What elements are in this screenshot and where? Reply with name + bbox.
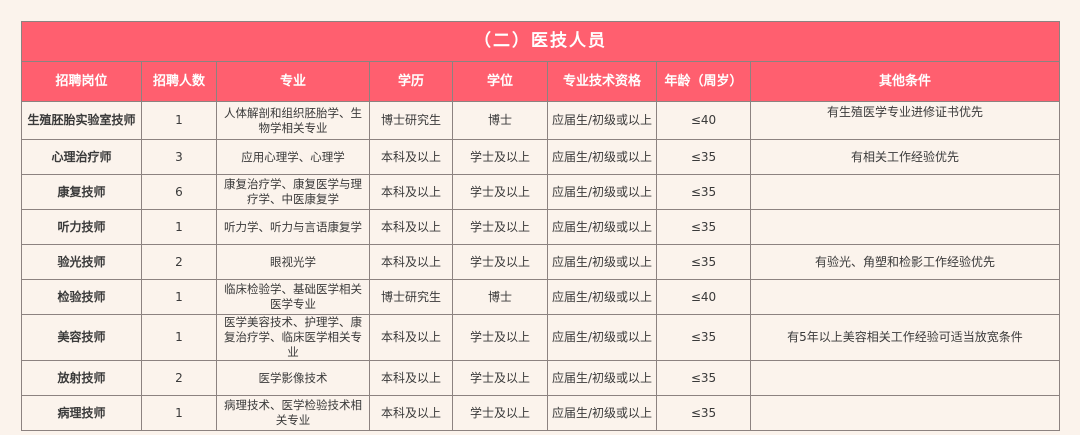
cell-education: 本科及以上 <box>369 314 453 361</box>
cell-position: 美容技师 <box>21 314 142 361</box>
cell-count: 2 <box>141 360 217 396</box>
table-row: 康复技师 6 康复治疗学、康复医学与理疗学、中医康复学 本科及以上 学士及以上 应届生/初… <box>21 174 1060 210</box>
cell-education: 博士研究生 <box>369 279 453 315</box>
cell-other: 有5年以上美容相关工作经验可适当放宽条件 <box>750 314 1060 361</box>
cell-age: ≤35 <box>656 209 751 245</box>
cell-position: 检验技师 <box>21 279 142 315</box>
cell-other <box>750 395 1060 431</box>
cell-qualification: 应届生/初级或以上 <box>547 360 657 396</box>
cell-education: 本科及以上 <box>369 209 453 245</box>
table-row: 心理治疗师 3 应用心理学、心理学 本科及以上 学士及以上 应届生/初级或以上 ≤35 有相关… <box>21 139 1060 175</box>
cell-degree: 学士及以上 <box>452 174 548 210</box>
cell-education: 本科及以上 <box>369 244 453 280</box>
cell-qualification: 应届生/初级或以上 <box>547 314 657 361</box>
column-header: 专业技术资格 <box>547 61 657 102</box>
cell-major: 医学影像技术 <box>216 360 370 396</box>
cell-major: 应用心理学、心理学 <box>216 139 370 175</box>
recruitment-table: （二）医技人员 招聘岗位 招聘人数 专业 学历 学位 专业技术资格 年龄（周岁）… <box>21 21 1060 431</box>
cell-position: 心理治疗师 <box>21 139 142 175</box>
cell-age: ≤35 <box>656 360 751 396</box>
table-row: 美容技师 1 医学美容技术、护理学、康复治疗学、临床医学相关专业 本科及以上 学士及以上… <box>21 314 1060 361</box>
cell-major: 人体解剖和组织胚胎学、生物学相关专业 <box>216 101 370 140</box>
cell-count: 6 <box>141 174 217 210</box>
cell-position: 生殖胚胎实验室技师 <box>21 101 142 140</box>
cell-degree: 学士及以上 <box>452 314 548 361</box>
cell-other: 有验光、角塑和检影工作经验优先 <box>750 244 1060 280</box>
cell-qualification: 应届生/初级或以上 <box>547 209 657 245</box>
cell-count: 3 <box>141 139 217 175</box>
cell-degree: 博士 <box>452 279 548 315</box>
cell-other <box>750 174 1060 210</box>
cell-education: 本科及以上 <box>369 360 453 396</box>
column-header: 专业 <box>216 61 370 102</box>
cell-count: 2 <box>141 244 217 280</box>
cell-position: 听力技师 <box>21 209 142 245</box>
cell-qualification: 应届生/初级或以上 <box>547 101 657 140</box>
cell-age: ≤40 <box>656 279 751 315</box>
cell-qualification: 应届生/初级或以上 <box>547 244 657 280</box>
column-header: 招聘人数 <box>141 61 217 102</box>
cell-count: 1 <box>141 101 217 140</box>
cell-education: 本科及以上 <box>369 395 453 431</box>
cell-age: ≤35 <box>656 174 751 210</box>
cell-age: ≤35 <box>656 139 751 175</box>
cell-position: 康复技师 <box>21 174 142 210</box>
table-title: （二）医技人员 <box>21 21 1060 62</box>
cell-other <box>750 360 1060 396</box>
cell-degree: 学士及以上 <box>452 244 548 280</box>
table-row: 检验技师 1 临床检验学、基础医学相关医学专业 博士研究生 博士 应届生/初级或以上 ≤40 <box>21 279 1060 315</box>
cell-major: 病理技术、医学检验技术相关专业 <box>216 395 370 431</box>
table-row: 听力技师 1 听力学、听力与言语康复学 本科及以上 学士及以上 应届生/初级或以上 ≤35 <box>21 209 1060 245</box>
cell-position: 病理技师 <box>21 395 142 431</box>
cell-age: ≤35 <box>656 314 751 361</box>
cell-position: 验光技师 <box>21 244 142 280</box>
cell-qualification: 应届生/初级或以上 <box>547 174 657 210</box>
column-header: 招聘岗位 <box>21 61 142 102</box>
cell-education: 本科及以上 <box>369 174 453 210</box>
cell-qualification: 应届生/初级或以上 <box>547 279 657 315</box>
cell-degree: 学士及以上 <box>452 360 548 396</box>
cell-other <box>750 279 1060 315</box>
cell-degree: 博士 <box>452 101 548 140</box>
cell-major: 医学美容技术、护理学、康复治疗学、临床医学相关专业 <box>216 314 370 361</box>
cell-qualification: 应届生/初级或以上 <box>547 139 657 175</box>
cell-degree: 学士及以上 <box>452 395 548 431</box>
header-row: 招聘岗位 招聘人数 专业 学历 学位 专业技术资格 年龄（周岁） 其他条件 <box>21 61 1060 102</box>
cell-other <box>750 209 1060 245</box>
table-row: 生殖胚胎实验室技师 1 人体解剖和组织胚胎学、生物学相关专业 博士研究生 博士 应届生/初… <box>21 101 1060 140</box>
cell-degree: 学士及以上 <box>452 139 548 175</box>
cell-age: ≤35 <box>656 244 751 280</box>
cell-major: 临床检验学、基础医学相关医学专业 <box>216 279 370 315</box>
cell-count: 1 <box>141 279 217 315</box>
cell-count: 1 <box>141 314 217 361</box>
cell-education: 本科及以上 <box>369 139 453 175</box>
cell-other: 有生殖医学专业进修证书优先 <box>750 101 1060 140</box>
table-row: 放射技师 2 医学影像技术 本科及以上 学士及以上 应届生/初级或以上 ≤35 <box>21 360 1060 396</box>
cell-major: 康复治疗学、康复医学与理疗学、中医康复学 <box>216 174 370 210</box>
cell-age: ≤40 <box>656 101 751 140</box>
cell-count: 1 <box>141 209 217 245</box>
column-header: 年龄（周岁） <box>656 61 751 102</box>
cell-education: 博士研究生 <box>369 101 453 140</box>
cell-degree: 学士及以上 <box>452 209 548 245</box>
cell-major: 眼视光学 <box>216 244 370 280</box>
cell-age: ≤35 <box>656 395 751 431</box>
column-header: 学历 <box>369 61 453 102</box>
cell-major: 听力学、听力与言语康复学 <box>216 209 370 245</box>
table-row: 病理技师 1 病理技术、医学检验技术相关专业 本科及以上 学士及以上 应届生/初级或以上 ≤… <box>21 395 1060 431</box>
table-row: 验光技师 2 眼视光学 本科及以上 学士及以上 应届生/初级或以上 ≤35 有验光、角塑和检影… <box>21 244 1060 280</box>
column-header: 其他条件 <box>750 61 1060 102</box>
cell-other: 有相关工作经验优先 <box>750 139 1060 175</box>
column-header: 学位 <box>452 61 548 102</box>
cell-qualification: 应届生/初级或以上 <box>547 395 657 431</box>
cell-count: 1 <box>141 395 217 431</box>
cell-position: 放射技师 <box>21 360 142 396</box>
